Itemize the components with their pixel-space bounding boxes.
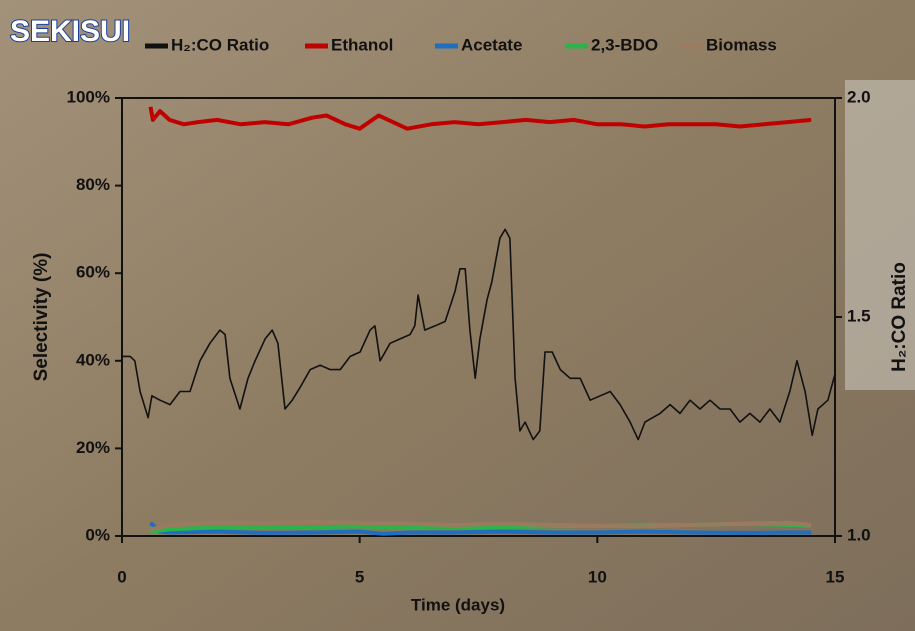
x-tick-label: 15 [826, 567, 845, 586]
legend-label: Acetate [461, 35, 522, 54]
x-tick-label: 0 [117, 567, 126, 586]
x-tick-label: 5 [355, 567, 364, 586]
x-tick-label: 10 [588, 567, 607, 586]
legend-label: 2,3-BDO [591, 35, 658, 54]
x-axis-title: Time (days) [411, 595, 505, 614]
legend-label: H₂:CO Ratio [171, 35, 269, 54]
y-tick-label: 80% [76, 175, 110, 194]
y-tick-label: 0% [85, 525, 110, 544]
legend-label: Ethanol [331, 35, 393, 54]
y2-tick-label: 2.0 [847, 87, 871, 106]
legend-label: Biomass [706, 35, 777, 54]
y-tick-label: 20% [76, 438, 110, 457]
y-axis-title: Selectivity (%) [31, 253, 52, 382]
y-tick-label: 100% [67, 87, 110, 106]
y-tick-label: 40% [76, 350, 110, 369]
y2-axis-title: H₂:CO Ratio [889, 262, 910, 372]
y2-tick-label: 1.0 [847, 525, 871, 544]
y-tick-label: 60% [76, 263, 110, 282]
chart: SEKISUI Time (days) Selectivity (%) H₂:C… [0, 0, 915, 631]
logo: SEKISUI [10, 15, 130, 48]
y2-tick-label: 1.5 [847, 306, 871, 325]
